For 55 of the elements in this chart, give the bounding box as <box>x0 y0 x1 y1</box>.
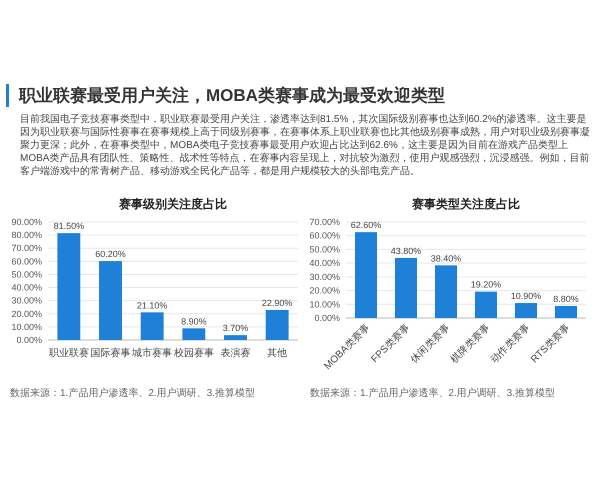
data-label: 22.90% <box>262 298 292 308</box>
bar <box>182 328 206 340</box>
y-tick-label: 40.00% <box>11 282 42 293</box>
y-tick-label: 50.00% <box>11 269 42 280</box>
bar <box>99 261 122 340</box>
text: 职业联赛最受用户关注，MOBA类赛事成为最受欢迎类型 <box>6 84 594 107</box>
y-tick-label: 60.00% <box>11 256 42 266</box>
data-label: 21.10% <box>136 300 168 310</box>
data-label: 19.20% <box>470 280 502 290</box>
bar <box>355 232 377 318</box>
x-tick-label: 校园赛事 <box>172 347 214 359</box>
bar <box>224 335 247 340</box>
bar <box>140 312 164 340</box>
y-tick-label: 0.00% <box>314 313 340 323</box>
data-label: 8.80% <box>553 294 579 304</box>
bar <box>515 303 537 318</box>
bar <box>266 310 289 340</box>
y-tick-label: 60.00% <box>309 230 340 241</box>
text: 目前我国电子竞技赛事类型中，职业联赛最受用户关注，渗透率达到81.5%，其次国际级别赛事也达到60.2%的渗透率。这主要是因为职业联赛与国际性赛事在赛事规模上高于同级别赛事，在赛事体系上职业联赛也比其他级别赛事成熟，用户对职业级别赛事凝聚力更深；此外，在赛事类型中，MOBA类电子竞技赛事最受用户欢迎占比达到62.6%，这主要是因为目前在游戏产品类型上MOBA类产品具有团队性、策略性、战术性等特点，在赛事内容呈现上，对抗较为激烈，使用户观感强烈，沉浸感强。例如，目前客户端游戏中的常青树产品、移动游戏全民化产品等，都是用户规模较大的头部电竞产品。 <box>19 113 591 178</box>
x-tick-label: 职业联赛 <box>48 347 89 359</box>
data-label: 38.40% <box>430 253 462 264</box>
data-label: 10.90% <box>510 291 542 302</box>
data-label: 81.50% <box>54 221 84 232</box>
chart-title: 赛事级别关注度占比 <box>118 197 227 211</box>
data-label: 8.90% <box>181 316 207 326</box>
y-tick-label: 50.00% <box>309 244 340 254</box>
x-tick-label: 城市赛事 <box>131 347 172 359</box>
chart-title: 赛事类型关注度占比 <box>411 197 520 211</box>
y-tick-label: 30.00% <box>309 272 340 282</box>
source-note: 数据来源：1.产品用户渗透率、2.用户调研、3.推算模型 <box>310 387 556 399</box>
x-tick-label: 表演赛 <box>220 347 250 359</box>
bar <box>555 306 577 318</box>
y-tick-label: 70.00% <box>309 217 340 227</box>
y-tick-label: 70.00% <box>11 243 42 254</box>
y-tick-label: 20.00% <box>309 286 340 296</box>
bar <box>435 265 457 318</box>
y-tick-label: 10.00% <box>11 322 42 332</box>
y-tick-label: 0.00% <box>16 335 42 345</box>
y-tick-label: 30.00% <box>11 296 42 306</box>
x-tick-label: 国际赛事 <box>90 347 130 359</box>
source-note: 数据来源：1.产品用户渗透率、2.用户调研、3.推算模型 <box>10 387 256 399</box>
y-tick-label: 90.00% <box>11 217 42 227</box>
data-label: 60.20% <box>95 249 126 260</box>
data-label: 3.70% <box>222 323 248 334</box>
bar <box>475 292 497 318</box>
x-tick-label: RTS类赛事 <box>528 322 572 366</box>
data-label: 62.60% <box>350 220 382 230</box>
y-tick-label: 10.00% <box>309 299 340 310</box>
bar <box>57 233 80 340</box>
data-label: 43.80% <box>390 246 422 256</box>
x-tick-label: 其他 <box>267 347 288 359</box>
y-tick-label: 40.00% <box>309 258 340 268</box>
y-tick-label: 80.00% <box>11 230 42 240</box>
bar <box>395 258 417 318</box>
y-tick-label: 20.00% <box>11 308 42 319</box>
